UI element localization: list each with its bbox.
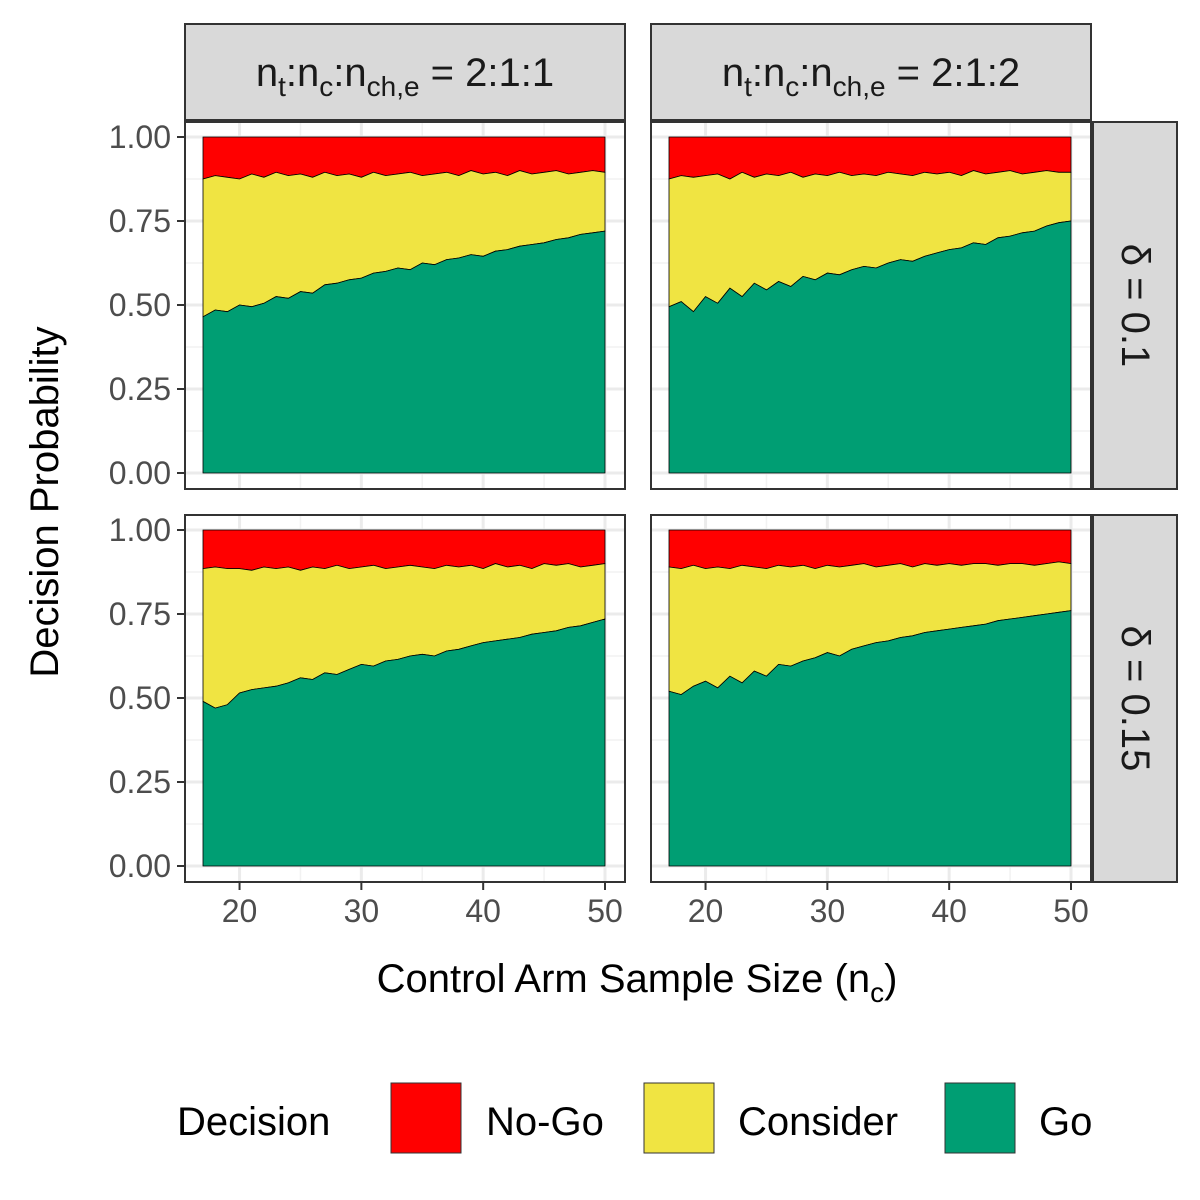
area-go <box>668 220 1072 474</box>
y-tick-label: 0.25 <box>109 371 171 407</box>
y-axis-title: Decision Probability <box>23 326 67 677</box>
x-tick-label: 50 <box>1053 893 1089 929</box>
x-axis-title: Control Arm Sample Size (nc) <box>377 957 898 1008</box>
x-tick-label: 40 <box>931 893 967 929</box>
legend-key-go <box>944 1082 1016 1154</box>
area-go <box>202 618 606 867</box>
row-strip-label: δ = 0.1 <box>1113 244 1157 367</box>
row-strip <box>1092 121 1178 490</box>
x-tick-label: 30 <box>810 893 846 929</box>
area-go <box>202 230 606 474</box>
legend: Decision No-Go Consider Go <box>177 1082 1092 1154</box>
legend-key-consider <box>643 1082 715 1154</box>
column-strip <box>184 23 626 121</box>
x-tick-label: 50 <box>587 893 623 929</box>
column-strip-label: nt:nc:nch,e = 2:1:2 <box>722 51 1020 102</box>
legend-label: No-Go <box>486 1100 604 1144</box>
y-tick-label: 0.00 <box>109 848 171 884</box>
strips-layer: nt:nc:nch,e = 2:1:1 nt:nc:nch,e = 2:1:2 δ … <box>184 23 1178 883</box>
y-tick-label: 0.50 <box>109 680 171 716</box>
legend-key-no-go <box>390 1082 462 1154</box>
area-go <box>668 610 1072 867</box>
panel-border <box>650 514 1092 883</box>
y-tick-label: 0.75 <box>109 596 171 632</box>
y-tick-label: 1.00 <box>109 119 171 155</box>
panels-layer <box>184 121 1092 883</box>
panel-0-0 <box>184 121 626 490</box>
y-tick-label: 0.75 <box>109 203 171 239</box>
area-no-go <box>668 529 1072 570</box>
panel-1-0 <box>184 514 626 883</box>
y-tick-label: 1.00 <box>109 512 171 548</box>
row-strip-label: δ = 0.15 <box>1113 626 1157 772</box>
legend-label: Consider <box>738 1100 898 1144</box>
panel-0-1 <box>650 121 1092 490</box>
axes-layer: 0.00 0.25 0.50 0.75 1.00 0.00 0.25 0.50 0.75 1.00… <box>23 119 1089 1008</box>
legend-label: Go <box>1039 1100 1092 1144</box>
x-tick-label: 20 <box>222 893 258 929</box>
column-strip <box>650 23 1092 121</box>
y-tick-label: 0.00 <box>109 455 171 491</box>
panel-1-1 <box>650 514 1092 883</box>
row-strip <box>1092 514 1178 883</box>
x-tick-label: 40 <box>465 893 501 929</box>
legend-title: Decision <box>177 1100 330 1144</box>
x-tick-label: 30 <box>344 893 380 929</box>
panel-border <box>650 121 1092 490</box>
column-strip-label: nt:nc:nch,e = 2:1:1 <box>256 51 554 102</box>
x-tick-label: 20 <box>688 893 724 929</box>
y-tick-label: 0.50 <box>109 287 171 323</box>
y-tick-label: 0.25 <box>109 764 171 800</box>
